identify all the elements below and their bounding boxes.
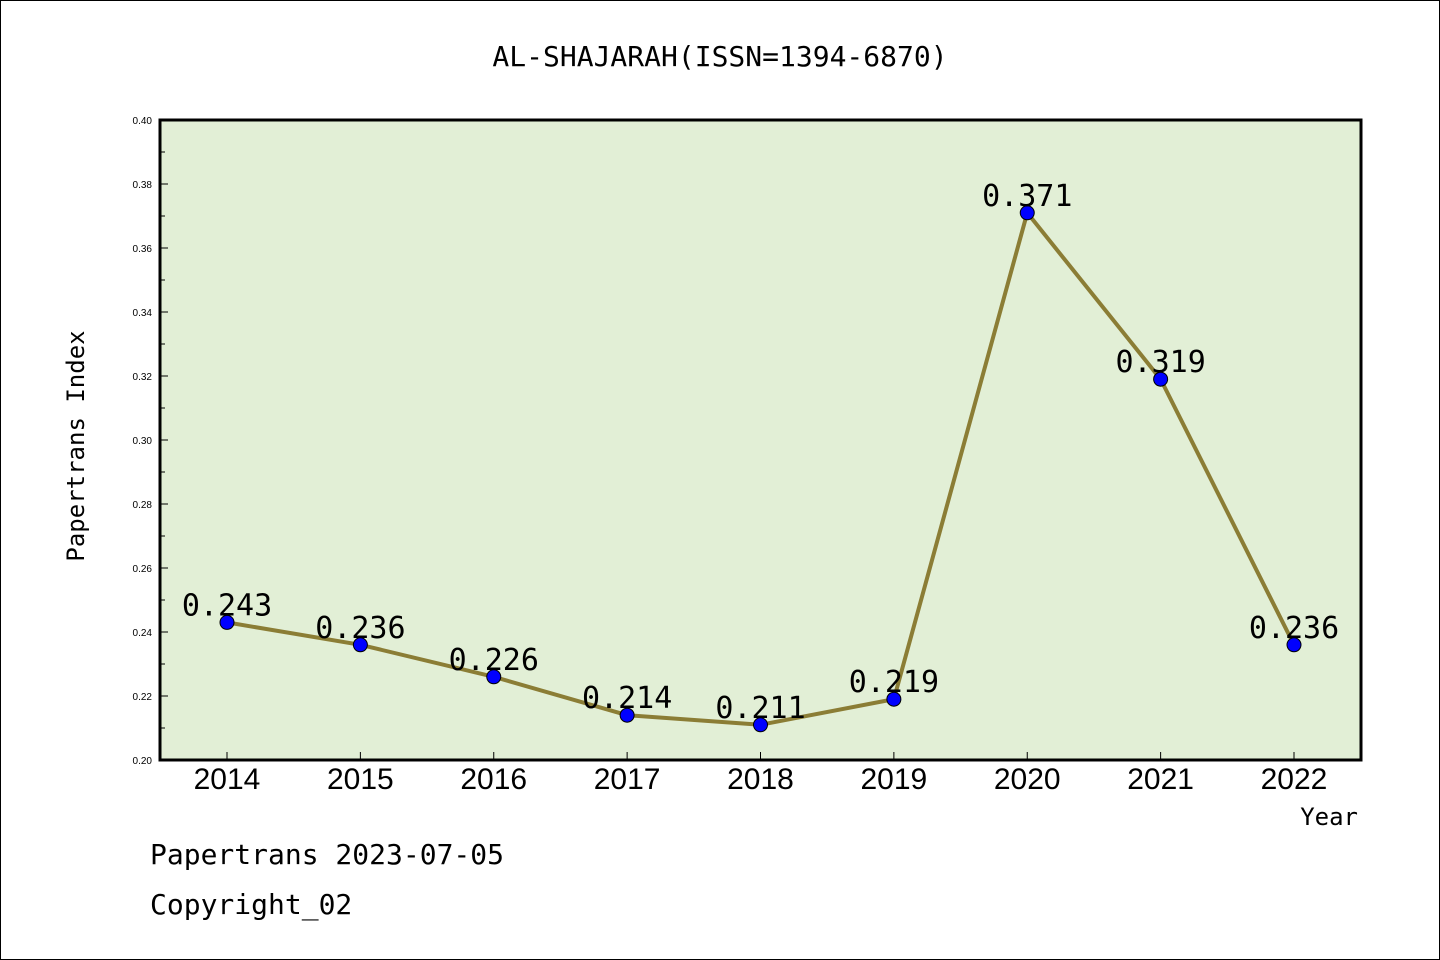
y-tick-label: 0.38: [133, 180, 153, 191]
x-tick-label: 2014: [194, 763, 261, 796]
y-axis-label: Papertrans Index: [62, 330, 90, 561]
data-label: 0.226: [449, 643, 539, 678]
x-tick-label: 2017: [594, 763, 661, 796]
data-point: [753, 717, 768, 733]
data-point: [886, 691, 902, 707]
footer-date: Papertrans 2023-07-05: [150, 838, 504, 871]
data-point: [219, 614, 235, 630]
plot-area: [158, 118, 1363, 762]
data-point: [352, 637, 368, 653]
y-tick-label: 0.26: [133, 564, 153, 575]
y-tick-label: 0.30: [133, 436, 153, 447]
y-tick-label: 0.32: [133, 372, 153, 383]
data-point: [486, 669, 502, 685]
x-tick-label: 2022: [1261, 763, 1328, 796]
data-label: 0.236: [1249, 611, 1339, 646]
data-label: 0.319: [1115, 345, 1205, 380]
data-point: [619, 707, 635, 723]
chart-title: AL-SHAJARAH(ISSN=1394-6870): [492, 40, 947, 73]
data-labels: 0.243 0.236 0.226 0.214 0.211 0.219 0.371 0.319…: [182, 179, 1339, 726]
series-line: [219, 205, 1302, 733]
x-tick-label: 2020: [994, 763, 1061, 796]
data-point: [1286, 637, 1302, 653]
data-label: 0.211: [715, 691, 805, 726]
data-point: [1019, 205, 1035, 221]
x-tick-label: 2021: [1127, 763, 1194, 796]
data-point: [1153, 371, 1169, 387]
x-tick-label: 2019: [861, 763, 928, 796]
y-tick-label: 0.36: [133, 244, 153, 255]
y-axis: 0.20 0.22 0.24 0.26 0.28 0.30 0.32 0.34 0.36 0.38…: [133, 116, 168, 767]
y-tick-label: 0.20: [133, 756, 153, 767]
x-axis: 2014 2015 2016 2017 2018 2019 2020 2021 2022: [194, 752, 1328, 796]
data-label: 0.371: [982, 179, 1072, 214]
x-tick-label: 2016: [460, 763, 527, 796]
y-tick-label: 0.28: [133, 500, 153, 511]
data-label: 0.219: [849, 665, 939, 700]
data-label: 0.243: [182, 588, 272, 623]
x-axis-label: Year: [1300, 803, 1358, 831]
footer-copyright: Copyright_02: [150, 888, 352, 922]
y-tick-label: 0.22: [133, 692, 153, 703]
y-tick-label: 0.34: [133, 308, 153, 319]
data-label: 0.236: [315, 611, 405, 646]
data-label: 0.214: [582, 681, 672, 716]
y-tick-label: 0.24: [133, 628, 153, 639]
y-tick-label: 0.40: [133, 116, 153, 127]
x-tick-label: 2018: [727, 763, 794, 796]
x-tick-label: 2015: [327, 763, 394, 796]
